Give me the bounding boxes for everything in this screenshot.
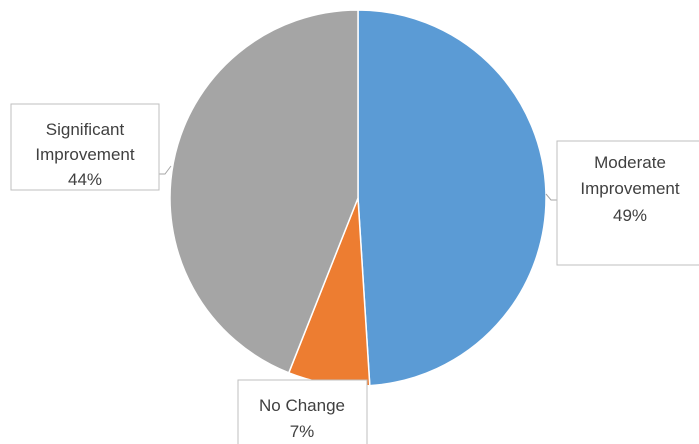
data-label-box xyxy=(237,379,368,444)
data-label-line1: No Change xyxy=(259,396,345,415)
data-label-no-change: No Change 7% xyxy=(237,379,368,444)
data-label-percent: 44% xyxy=(68,170,102,189)
pie-slice-moderate-improvement xyxy=(357,9,547,387)
data-label-percent: 49% xyxy=(613,206,647,225)
pie-slice-significant-improvement xyxy=(169,9,359,374)
data-label-moderate-improvement: Moderate Improvement 49% xyxy=(556,140,699,266)
data-label-line1: Moderate xyxy=(594,153,666,172)
data-label-line2: Improvement xyxy=(35,145,134,164)
data-label-line2: Improvement xyxy=(580,179,679,198)
data-label-box xyxy=(10,103,160,191)
leader-moderate-improvement xyxy=(545,193,557,201)
leader-significant-improvement xyxy=(159,165,172,175)
data-label-percent: 7% xyxy=(290,422,315,441)
data-label-line1: Significant xyxy=(46,120,125,139)
leader-lines xyxy=(159,165,557,201)
pie-slices xyxy=(169,9,547,387)
data-label-significant-improvement: Significant Improvement 44% xyxy=(10,103,160,191)
data-label-box xyxy=(556,140,699,266)
